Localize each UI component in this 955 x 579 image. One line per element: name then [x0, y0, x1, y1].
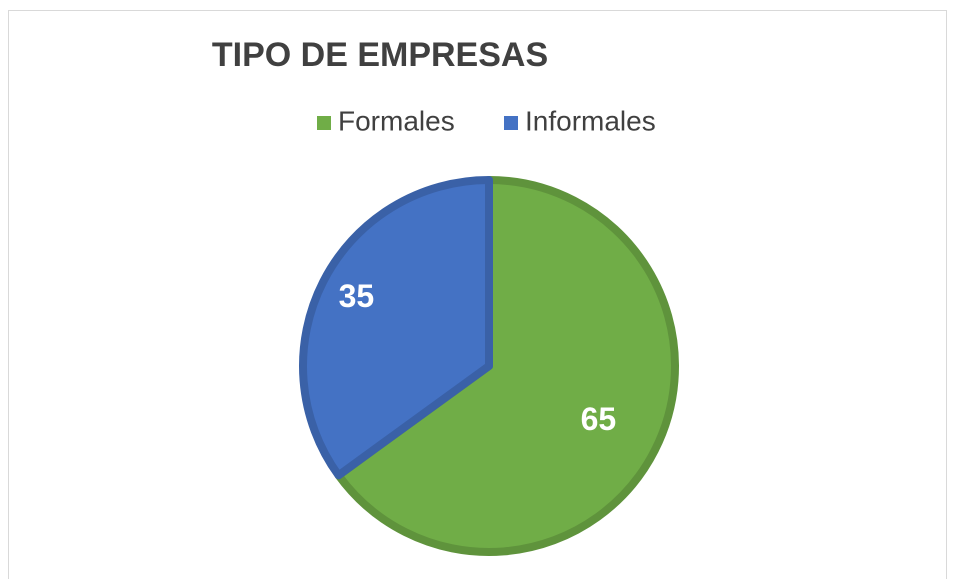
- legend-swatch: [317, 116, 331, 130]
- data-label: 35: [339, 278, 375, 314]
- legend-label: Formales: [338, 105, 455, 136]
- chart-title: TIPO DE EMPRESAS: [212, 36, 548, 74]
- pie-slice: [299, 176, 493, 480]
- data-label: 65: [581, 401, 617, 437]
- pie-slice: [334, 176, 679, 556]
- legend-swatch: [504, 116, 518, 130]
- legend-label: Informales: [525, 105, 656, 136]
